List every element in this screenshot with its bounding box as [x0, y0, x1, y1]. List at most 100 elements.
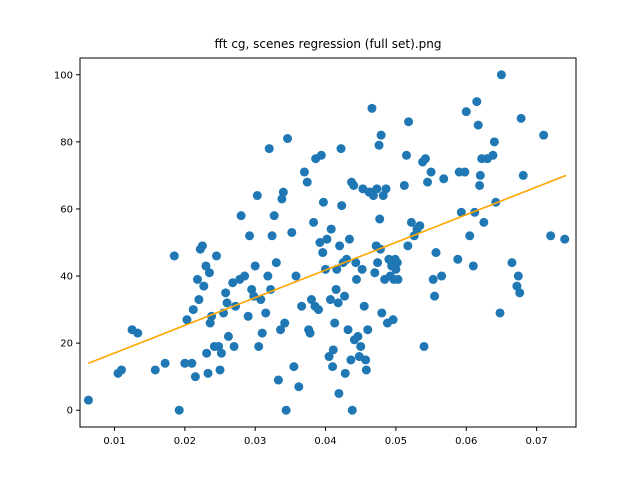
- data-point: [373, 258, 383, 268]
- data-point: [261, 308, 271, 318]
- data-point: [203, 368, 213, 378]
- data-point: [347, 405, 357, 415]
- data-point: [351, 258, 361, 268]
- data-point: [351, 274, 361, 284]
- data-point: [472, 97, 482, 107]
- data-point: [215, 365, 225, 375]
- data-point: [495, 308, 505, 318]
- data-point: [423, 177, 433, 187]
- data-point: [199, 281, 209, 291]
- data-point: [330, 318, 340, 328]
- axes-frame: [79, 57, 577, 428]
- data-point: [336, 144, 346, 154]
- data-point: [223, 331, 233, 341]
- data-point: [192, 274, 202, 284]
- data-point: [278, 187, 288, 197]
- data-point: [264, 144, 274, 154]
- data-point: [318, 197, 328, 207]
- data-point: [374, 140, 384, 150]
- data-point: [349, 180, 359, 190]
- data-point: [263, 271, 273, 281]
- data-point: [222, 298, 232, 308]
- data-point: [381, 184, 391, 194]
- data-point: [513, 271, 523, 281]
- data-point: [475, 170, 485, 180]
- data-point: [280, 318, 290, 328]
- data-point: [356, 341, 366, 351]
- x-tick-label: 0.05: [385, 436, 407, 447]
- x-tick-label: 0.06: [455, 436, 477, 447]
- data-point: [276, 325, 286, 335]
- data-point: [117, 365, 127, 375]
- data-point: [346, 355, 356, 365]
- data-point: [324, 352, 334, 362]
- data-point: [309, 217, 319, 227]
- data-point: [291, 271, 301, 281]
- data-point: [315, 238, 325, 247]
- data-point: [515, 288, 525, 298]
- data-point: [361, 365, 371, 375]
- data-point: [393, 274, 403, 284]
- data-point: [333, 298, 343, 308]
- data-point: [150, 365, 160, 375]
- data-point: [461, 107, 471, 117]
- x-tick-label: 0.04: [314, 436, 336, 447]
- chart-title: fft cg, scenes regression (full set).png: [215, 37, 442, 51]
- data-point: [202, 348, 212, 358]
- data-point: [475, 180, 485, 190]
- data-point: [539, 130, 549, 140]
- y-tick-label: 100: [54, 70, 73, 81]
- data-point: [245, 231, 255, 241]
- data-point: [404, 117, 414, 127]
- points-layer: [83, 70, 570, 415]
- data-point: [326, 224, 336, 234]
- data-point: [190, 372, 200, 382]
- data-point: [180, 358, 190, 368]
- data-point: [228, 278, 238, 288]
- data-point: [252, 191, 262, 201]
- data-point: [489, 137, 499, 147]
- data-point: [372, 184, 382, 194]
- data-point: [392, 258, 402, 268]
- data-point: [431, 248, 441, 258]
- data-point: [419, 341, 429, 351]
- data-point: [302, 177, 312, 187]
- data-point: [294, 382, 304, 392]
- data-point: [415, 221, 425, 231]
- data-point: [240, 271, 250, 281]
- data-point: [516, 113, 526, 123]
- data-point: [439, 174, 449, 184]
- data-point: [322, 234, 332, 244]
- data-point: [316, 150, 326, 160]
- data-point: [391, 264, 401, 274]
- data-point: [314, 305, 323, 315]
- data-point: [388, 315, 398, 325]
- data-point: [420, 154, 430, 164]
- data-point: [197, 241, 207, 251]
- data-point: [367, 103, 377, 113]
- data-point: [377, 308, 387, 318]
- data-point: [453, 254, 463, 264]
- data-point: [468, 261, 478, 271]
- data-point: [188, 305, 198, 315]
- data-point: [305, 328, 315, 338]
- data-point: [269, 211, 279, 221]
- data-point: [488, 150, 498, 160]
- y-tick-label: 20: [60, 339, 73, 350]
- data-point: [318, 248, 328, 258]
- data-point: [254, 341, 264, 351]
- data-point: [496, 70, 506, 80]
- data-point: [325, 295, 335, 305]
- y-tick-label: 60: [60, 204, 73, 215]
- regression-line: [88, 174, 567, 365]
- data-point: [337, 201, 347, 211]
- data-point: [236, 211, 246, 221]
- data-point: [283, 134, 293, 144]
- data-point: [182, 315, 192, 325]
- data-point: [243, 311, 253, 321]
- data-point: [187, 358, 197, 368]
- data-point: [205, 318, 215, 328]
- data-point: [399, 180, 409, 190]
- data-point: [267, 231, 277, 241]
